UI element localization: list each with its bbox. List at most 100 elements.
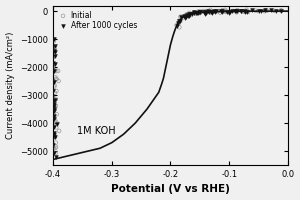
After 1000 cycles xyxy=(50,80,54,83)
Initial xyxy=(45,67,50,70)
Initial xyxy=(52,91,57,94)
Initial xyxy=(241,10,246,13)
After 1000 cycles xyxy=(52,104,56,107)
After 1000 cycles xyxy=(48,74,53,77)
After 1000 cycles xyxy=(175,22,180,25)
Initial xyxy=(209,10,214,13)
Initial xyxy=(46,146,51,149)
Initial xyxy=(54,78,59,81)
Initial xyxy=(50,62,55,65)
Initial xyxy=(256,9,261,13)
Initial xyxy=(47,119,52,122)
After 1000 cycles xyxy=(52,69,56,72)
After 1000 cycles xyxy=(49,144,54,147)
After 1000 cycles xyxy=(53,54,58,57)
Initial xyxy=(205,10,210,14)
Initial xyxy=(53,119,58,122)
Initial xyxy=(54,77,58,80)
After 1000 cycles xyxy=(202,12,207,15)
After 1000 cycles xyxy=(55,122,59,125)
After 1000 cycles xyxy=(225,10,230,14)
Y-axis label: Current density (mA/cm²): Current density (mA/cm²) xyxy=(6,32,15,139)
After 1000 cycles xyxy=(52,50,57,54)
Initial xyxy=(53,152,58,155)
Initial xyxy=(200,10,205,13)
After 1000 cycles xyxy=(202,11,207,14)
Initial xyxy=(224,10,229,13)
After 1000 cycles xyxy=(279,9,284,12)
Initial xyxy=(53,146,58,150)
Initial xyxy=(215,10,220,13)
After 1000 cycles xyxy=(51,114,56,117)
Initial xyxy=(50,99,55,103)
Initial xyxy=(234,9,239,12)
Initial xyxy=(50,57,55,60)
Initial xyxy=(265,9,269,12)
Initial xyxy=(244,8,249,11)
Initial xyxy=(54,121,59,124)
Initial xyxy=(49,36,54,40)
Initial xyxy=(47,45,52,48)
After 1000 cycles xyxy=(50,65,55,68)
Initial xyxy=(187,13,192,16)
Initial xyxy=(57,129,62,133)
Initial xyxy=(52,106,57,109)
After 1000 cycles xyxy=(52,126,56,129)
After 1000 cycles xyxy=(212,10,217,13)
Initial xyxy=(51,112,56,115)
After 1000 cycles xyxy=(182,16,187,19)
After 1000 cycles xyxy=(190,12,195,16)
Text: 1M KOH: 1M KOH xyxy=(76,126,115,136)
Initial xyxy=(203,11,208,14)
Initial xyxy=(279,9,284,13)
After 1000 cycles xyxy=(178,15,183,19)
Initial xyxy=(48,96,53,99)
Initial xyxy=(234,11,239,14)
After 1000 cycles xyxy=(193,12,198,15)
Initial xyxy=(177,19,182,22)
After 1000 cycles xyxy=(198,10,203,13)
Initial xyxy=(223,10,228,13)
After 1000 cycles xyxy=(52,62,57,65)
Initial xyxy=(53,104,58,107)
After 1000 cycles xyxy=(238,9,243,12)
Initial xyxy=(184,13,189,16)
After 1000 cycles xyxy=(52,107,56,111)
Initial xyxy=(220,10,225,13)
Initial xyxy=(178,20,183,23)
After 1000 cycles xyxy=(50,100,55,103)
After 1000 cycles xyxy=(52,37,56,41)
After 1000 cycles xyxy=(51,90,56,93)
Initial xyxy=(223,10,228,13)
After 1000 cycles xyxy=(227,11,232,14)
After 1000 cycles xyxy=(258,9,263,12)
After 1000 cycles xyxy=(52,132,56,135)
Initial xyxy=(53,98,58,101)
After 1000 cycles xyxy=(187,15,191,18)
After 1000 cycles xyxy=(52,152,57,155)
Initial xyxy=(196,11,201,14)
Initial xyxy=(47,58,52,61)
Initial xyxy=(51,45,56,48)
Initial xyxy=(193,12,198,15)
Initial xyxy=(196,10,201,13)
After 1000 cycles xyxy=(46,138,51,142)
Initial xyxy=(198,12,203,15)
After 1000 cycles xyxy=(50,148,54,151)
Initial xyxy=(208,11,213,14)
Initial xyxy=(52,124,56,127)
After 1000 cycles xyxy=(195,11,200,15)
Initial xyxy=(50,143,54,146)
Initial xyxy=(48,91,52,95)
Initial xyxy=(177,26,182,29)
After 1000 cycles xyxy=(220,10,224,13)
Initial xyxy=(263,9,268,12)
Initial xyxy=(183,14,188,17)
After 1000 cycles xyxy=(235,10,239,13)
Initial xyxy=(187,11,192,15)
Initial xyxy=(220,9,225,12)
After 1000 cycles xyxy=(51,109,56,112)
Initial xyxy=(206,10,210,14)
Initial xyxy=(48,80,53,83)
After 1000 cycles xyxy=(197,11,202,14)
